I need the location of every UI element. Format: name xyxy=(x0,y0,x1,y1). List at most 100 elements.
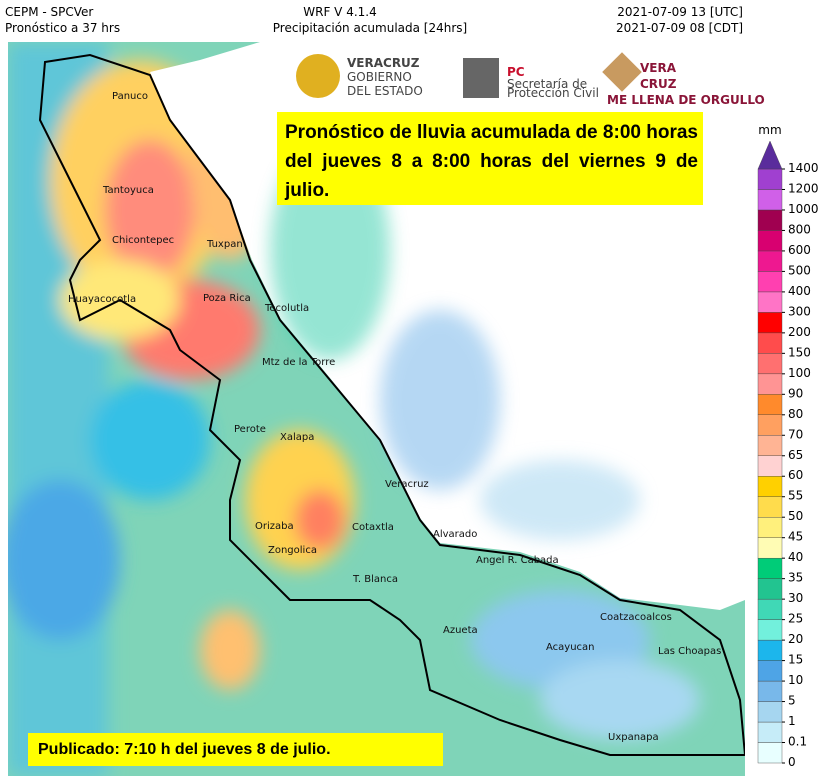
colorbar-label: 50 xyxy=(788,509,803,523)
city-label: Tecolutla xyxy=(264,303,309,314)
colorbar-label: 1000 xyxy=(788,202,819,216)
colorbar-segment xyxy=(757,373,783,395)
city-label: Las Choapas xyxy=(658,646,721,657)
colorbar-segment xyxy=(757,209,783,231)
colorbar: 00.1151015202530354045505560657080901001… xyxy=(757,140,819,769)
colorbar-label: 1400 xyxy=(788,161,819,175)
city-label: Acayucan xyxy=(546,642,595,653)
colorbar-label: 800 xyxy=(788,222,811,236)
colorbar-label: 10 xyxy=(788,673,803,687)
colorbar-label: 600 xyxy=(788,243,811,257)
logo-vc-emblem xyxy=(602,52,642,92)
header-lead: Pronóstico a 37 hrs xyxy=(5,21,120,35)
colorbar-label: 500 xyxy=(788,263,811,277)
colorbar-label: 15 xyxy=(788,653,803,667)
colorbar-label: 55 xyxy=(788,489,803,503)
colorbar-label: 0.1 xyxy=(788,735,807,749)
logo-text: CRUZ xyxy=(640,77,677,91)
state-boundary xyxy=(38,53,745,756)
colorbar-segment xyxy=(757,414,783,436)
logo-text: VERACRUZ xyxy=(347,56,420,70)
city-label: Alvarado xyxy=(433,529,477,540)
city-label: Uxpanapa xyxy=(608,732,659,743)
colorbar-segment xyxy=(757,619,783,641)
colorbar-label: 0 xyxy=(788,755,796,769)
colorbar-segment xyxy=(757,742,783,764)
colorbar-label: 45 xyxy=(788,530,803,544)
colorbar-extension xyxy=(757,140,783,170)
city-label: Angel R. Cabada xyxy=(476,555,559,566)
city-label: Zongolica xyxy=(268,545,317,556)
city-label: Coatzacoalcos xyxy=(600,612,672,623)
city-label: Huayacocotla xyxy=(68,294,136,305)
colorbar-segment xyxy=(757,721,783,743)
city-label: Tuxpan xyxy=(206,239,243,250)
colorbar-segment xyxy=(757,168,783,190)
header-product: Precipitación acumulada [24hrs] xyxy=(273,21,467,35)
logo-pc-emblem xyxy=(463,58,499,98)
city-label: Azueta xyxy=(443,625,478,636)
city-label: Tantoyuca xyxy=(102,185,154,196)
city-label: Panuco xyxy=(112,91,148,102)
colorbar-label: 80 xyxy=(788,407,803,421)
colorbar-label: 70 xyxy=(788,427,803,441)
colorbar-segment xyxy=(757,476,783,497)
colorbar-segment xyxy=(757,312,783,334)
colorbar-segment xyxy=(757,250,783,272)
colorbar-label: 200 xyxy=(788,325,811,339)
colorbar-segment xyxy=(757,230,783,252)
logo-text: Protección Civil xyxy=(507,86,599,100)
colorbar-segment xyxy=(757,189,783,211)
city-label: Perote xyxy=(234,424,266,435)
city-label: Chicontepec xyxy=(112,235,174,246)
logo-strip xyxy=(290,42,715,110)
city-label: Cotaxtla xyxy=(352,522,394,533)
colorbar-segment xyxy=(757,557,783,579)
city-label: Poza Rica xyxy=(203,293,251,304)
colorbar-label: 40 xyxy=(788,550,803,564)
colorbar-segment xyxy=(757,291,783,313)
colorbar-segment xyxy=(757,660,783,682)
city-label: Orizaba xyxy=(255,521,294,532)
city-label: Xalapa xyxy=(280,432,314,443)
colorbar-segment xyxy=(757,680,783,702)
city-label: T. Blanca xyxy=(352,574,398,585)
colorbar-label: 5 xyxy=(788,694,796,708)
colorbar-label: 25 xyxy=(788,612,803,626)
colorbar-segment xyxy=(757,394,783,415)
logo-text: Secretaría de xyxy=(507,77,587,91)
colorbar-segment xyxy=(757,639,783,661)
colorbar-label: 60 xyxy=(788,468,803,482)
colorbar-label: 1200 xyxy=(788,181,819,195)
published-box: Publicado: 7:10 h del jueves 8 de julio. xyxy=(28,733,443,766)
colorbar-label: 100 xyxy=(788,366,811,380)
logo-text: GOBIERNO xyxy=(347,70,412,84)
header-source: CEPM - SPCVer xyxy=(5,5,93,19)
colorbar-segment xyxy=(757,517,783,538)
colorbar-label: 150 xyxy=(788,345,811,359)
header-utc: 2021-07-09 13 [UTC] xyxy=(617,5,743,19)
colorbar-segment xyxy=(757,455,783,477)
colorbar-label: 20 xyxy=(788,632,803,646)
colorbar-segment xyxy=(757,271,783,293)
logo-shield xyxy=(296,54,340,98)
colorbar-label: 65 xyxy=(788,448,803,462)
colorbar-label: 90 xyxy=(788,386,803,400)
logo-text: DEL ESTADO xyxy=(347,84,423,98)
colorbar-unit: mm xyxy=(758,123,781,137)
colorbar-segment xyxy=(757,537,783,559)
city-label: Mtz de la Torre xyxy=(262,357,335,368)
colorbar-label: 400 xyxy=(788,284,811,298)
colorbar-segment xyxy=(757,496,783,518)
colorbar-label: 30 xyxy=(788,591,803,605)
colorbar-segment xyxy=(757,598,783,620)
header-local: 2021-07-09 08 [CDT] xyxy=(616,21,743,35)
colorbar-segment xyxy=(757,435,783,456)
colorbar-segment xyxy=(757,353,783,375)
logo-text: VERA xyxy=(640,61,677,75)
colorbar-label: 300 xyxy=(788,304,811,318)
logo-text: PC xyxy=(507,65,525,79)
colorbar-segment xyxy=(757,332,783,354)
colorbar-segment xyxy=(757,578,783,600)
